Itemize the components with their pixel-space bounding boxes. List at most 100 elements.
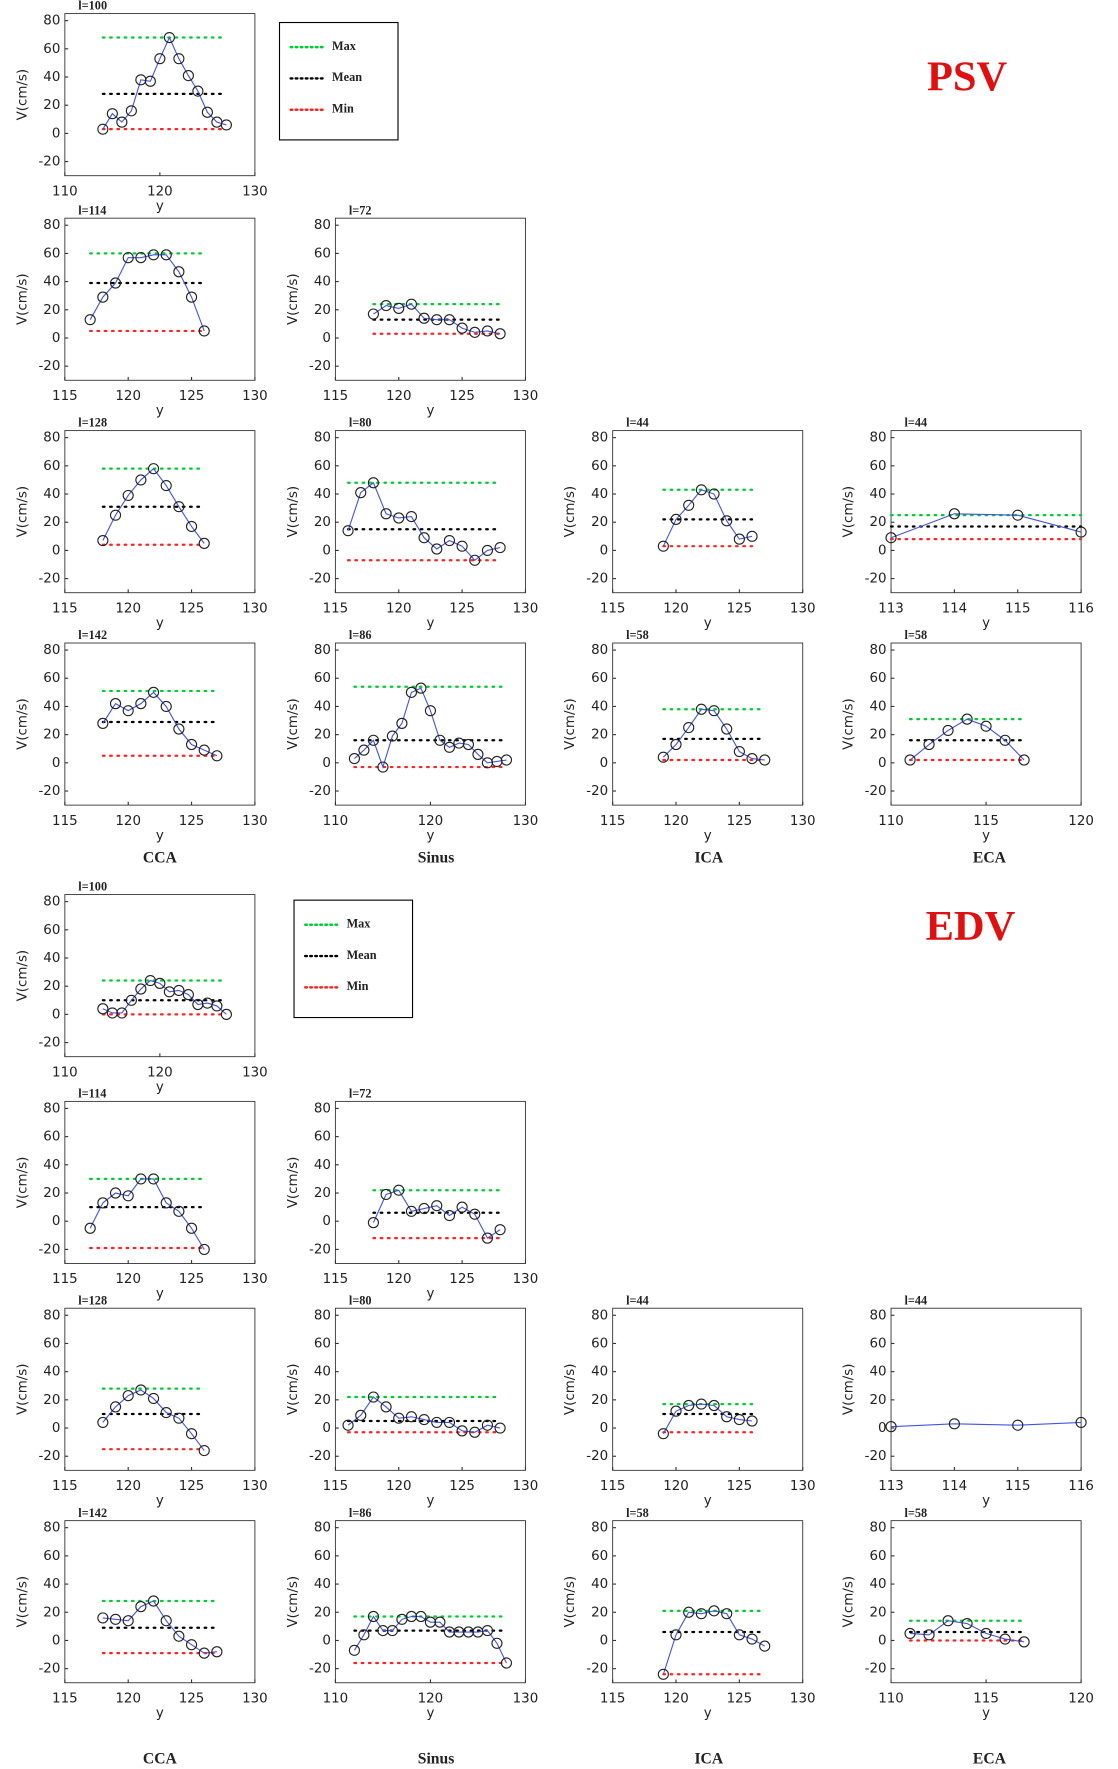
x-tick-label: 120 bbox=[147, 1065, 173, 1080]
data-point bbox=[185, 1428, 198, 1440]
subplot-title: l=142 bbox=[78, 1506, 107, 1520]
data-point bbox=[355, 1409, 367, 1421]
y-tick-label: 80 bbox=[870, 431, 887, 446]
profile-line bbox=[909, 718, 1025, 761]
y-tick-label: 20 bbox=[591, 728, 608, 743]
data-point bbox=[695, 1398, 707, 1410]
x-axis-label: y bbox=[426, 1494, 434, 1509]
y-tick-label: 60 bbox=[43, 1130, 60, 1145]
y-tick-label: 0 bbox=[322, 1421, 331, 1436]
y-tick-label: 60 bbox=[43, 1549, 60, 1564]
x-tick-label: 115 bbox=[52, 1272, 78, 1287]
x-tick-label: 110 bbox=[878, 814, 904, 829]
x-tick-label: 115 bbox=[52, 601, 78, 616]
x-tick-label: 115 bbox=[52, 814, 78, 829]
data-point bbox=[163, 31, 175, 44]
x-tick-label: 115 bbox=[973, 814, 999, 829]
x-tick-label: 130 bbox=[242, 1272, 268, 1287]
data-point bbox=[657, 540, 669, 552]
data-point bbox=[424, 705, 437, 717]
data-point bbox=[97, 123, 109, 135]
y-tick-label: 40 bbox=[314, 699, 331, 714]
plot-area bbox=[890, 1307, 1082, 1471]
data-point bbox=[97, 1612, 109, 1624]
subplot-title: l=58 bbox=[626, 628, 649, 642]
x-axis-label: y bbox=[982, 1706, 990, 1721]
x-tick-label: 120 bbox=[1068, 814, 1094, 829]
data-point bbox=[923, 1629, 935, 1641]
y-tick-label: 60 bbox=[591, 671, 608, 686]
y-axis-label: V(cm/s) bbox=[15, 698, 30, 750]
y-tick-label: 80 bbox=[591, 643, 608, 658]
plot-area bbox=[612, 430, 804, 594]
x-axis-label: y bbox=[426, 1706, 434, 1721]
y-tick-label: 80 bbox=[591, 431, 608, 446]
x-tick-label: 125 bbox=[727, 601, 753, 616]
y-axis-label: V(cm/s) bbox=[286, 698, 301, 750]
y-axis-label: V(cm/s) bbox=[286, 1576, 301, 1628]
data-point bbox=[185, 1222, 198, 1234]
x-tick-label: 130 bbox=[790, 1691, 816, 1706]
data-point bbox=[500, 754, 513, 766]
y-tick-label: 80 bbox=[870, 1308, 887, 1323]
y-tick-label: 80 bbox=[591, 1521, 608, 1536]
y-axis-label: V(cm/s) bbox=[842, 1576, 857, 1628]
y-tick-label: 80 bbox=[43, 643, 60, 658]
profile-line bbox=[662, 1403, 753, 1434]
x-axis-label: y bbox=[426, 616, 434, 631]
data-point bbox=[220, 1008, 232, 1020]
data-point bbox=[469, 1426, 481, 1438]
y-tick-label: 0 bbox=[52, 543, 61, 558]
legend-label: Mean bbox=[332, 70, 362, 84]
y-tick-label: 40 bbox=[591, 1577, 608, 1592]
data-point bbox=[122, 252, 134, 264]
data-point bbox=[147, 1595, 160, 1607]
y-tick-label: 40 bbox=[43, 275, 60, 290]
column-label: Sinus bbox=[418, 1750, 455, 1767]
y-tick-label: -20 bbox=[309, 359, 331, 374]
subplot: l=44 -20 0 20 40 60 80 115 120 125 130 y V(cm/s) bbox=[563, 1293, 815, 1508]
data-point bbox=[116, 116, 128, 128]
data-point bbox=[670, 513, 682, 525]
subplot-title: l=100 bbox=[78, 0, 107, 13]
x-tick-label: 114 bbox=[942, 1479, 968, 1494]
x-tick-label: 113 bbox=[878, 1479, 904, 1494]
y-axis-label: V(cm/s) bbox=[286, 486, 301, 538]
column-label: ECA bbox=[973, 849, 1007, 866]
subplot-title: l=44 bbox=[904, 416, 927, 430]
profile-line bbox=[347, 1396, 501, 1433]
data-point bbox=[97, 1197, 109, 1209]
x-tick-label: 130 bbox=[513, 1691, 539, 1706]
y-tick-label: 80 bbox=[43, 431, 60, 446]
data-point bbox=[481, 325, 494, 337]
y-tick-label: 20 bbox=[591, 1605, 608, 1620]
data-point bbox=[405, 510, 418, 523]
data-point bbox=[885, 532, 897, 544]
data-point bbox=[97, 291, 109, 303]
y-tick-label: 20 bbox=[43, 1186, 60, 1201]
y-tick-label: 80 bbox=[314, 643, 331, 658]
data-point bbox=[125, 105, 137, 117]
y-tick-label: -20 bbox=[309, 572, 331, 587]
y-tick-label: 0 bbox=[600, 543, 609, 558]
data-point bbox=[721, 1411, 733, 1423]
y-tick-label: 0 bbox=[52, 1214, 61, 1229]
y-tick-label: 0 bbox=[600, 1633, 609, 1648]
x-axis-label: y bbox=[156, 828, 164, 843]
x-tick-label: 130 bbox=[242, 1065, 268, 1080]
data-point bbox=[348, 1644, 360, 1656]
data-point bbox=[1012, 1419, 1024, 1431]
y-axis-label: V(cm/s) bbox=[15, 273, 30, 325]
plot-area bbox=[890, 1520, 1082, 1684]
x-axis-label: y bbox=[704, 828, 712, 843]
x-tick-label: 120 bbox=[115, 1691, 141, 1706]
profile-line bbox=[910, 1620, 1025, 1643]
column-label: Sinus bbox=[418, 849, 455, 866]
x-tick-label: 125 bbox=[449, 601, 475, 616]
data-point bbox=[185, 520, 198, 533]
data-point bbox=[746, 753, 758, 765]
data-point bbox=[443, 741, 456, 753]
y-tick-label: 60 bbox=[43, 42, 60, 57]
y-axis-label: V(cm/s) bbox=[563, 1363, 578, 1415]
data-point bbox=[106, 108, 118, 120]
